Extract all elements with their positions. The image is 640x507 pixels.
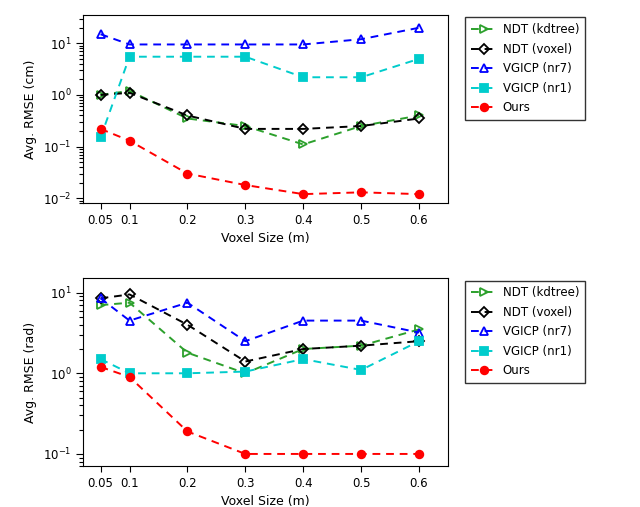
VGICP (nr7) bbox=[415, 25, 423, 31]
NDT (kdtree) bbox=[357, 343, 365, 349]
NDT (kdtree) bbox=[415, 327, 423, 333]
NDT (kdtree) bbox=[300, 346, 307, 352]
Ours bbox=[184, 428, 191, 434]
NDT (kdtree) bbox=[241, 123, 249, 129]
NDT (voxel) bbox=[241, 126, 249, 132]
NDT (voxel) bbox=[125, 292, 133, 298]
Ours bbox=[300, 451, 307, 457]
NDT (voxel) bbox=[415, 338, 423, 344]
NDT (voxel) bbox=[300, 126, 307, 132]
Legend: NDT (kdtree), NDT (voxel), VGICP (nr7), VGICP (nr1), Ours: NDT (kdtree), NDT (voxel), VGICP (nr7), … bbox=[465, 17, 585, 120]
VGICP (nr7) bbox=[97, 31, 104, 37]
VGICP (nr7) bbox=[241, 338, 249, 344]
Legend: NDT (kdtree), NDT (voxel), VGICP (nr7), VGICP (nr1), Ours: NDT (kdtree), NDT (voxel), VGICP (nr7), … bbox=[465, 280, 585, 383]
VGICP (nr1) bbox=[415, 338, 423, 344]
NDT (voxel) bbox=[97, 295, 104, 301]
Line: Ours: Ours bbox=[97, 125, 423, 198]
VGICP (nr7) bbox=[300, 42, 307, 48]
VGICP (nr7) bbox=[241, 42, 249, 48]
NDT (voxel) bbox=[300, 346, 307, 352]
NDT (kdtree) bbox=[97, 302, 104, 308]
VGICP (nr7) bbox=[184, 42, 191, 48]
NDT (kdtree) bbox=[415, 113, 423, 119]
VGICP (nr1) bbox=[184, 370, 191, 376]
VGICP (nr7) bbox=[184, 300, 191, 306]
VGICP (nr7) bbox=[300, 317, 307, 323]
NDT (voxel) bbox=[125, 90, 133, 96]
NDT (voxel) bbox=[184, 321, 191, 328]
Line: VGICP (nr1): VGICP (nr1) bbox=[97, 53, 423, 141]
NDT (voxel) bbox=[97, 92, 104, 98]
NDT (kdtree) bbox=[184, 350, 191, 356]
Line: NDT (kdtree): NDT (kdtree) bbox=[97, 87, 423, 148]
VGICP (nr7) bbox=[415, 330, 423, 336]
Ours bbox=[357, 451, 365, 457]
NDT (kdtree) bbox=[300, 141, 307, 148]
NDT (kdtree) bbox=[357, 123, 365, 129]
VGICP (nr1) bbox=[125, 54, 133, 60]
Ours bbox=[125, 138, 133, 144]
NDT (voxel) bbox=[357, 123, 365, 129]
Line: NDT (voxel): NDT (voxel) bbox=[97, 291, 423, 366]
NDT (kdtree) bbox=[184, 116, 191, 122]
NDT (voxel) bbox=[241, 358, 249, 365]
VGICP (nr1) bbox=[300, 356, 307, 362]
Ours bbox=[97, 364, 104, 370]
VGICP (nr1) bbox=[241, 369, 249, 375]
Ours bbox=[241, 451, 249, 457]
NDT (kdtree) bbox=[97, 92, 104, 98]
Y-axis label: Avg. RMSE (rad): Avg. RMSE (rad) bbox=[24, 322, 37, 423]
VGICP (nr7) bbox=[125, 42, 133, 48]
VGICP (nr1) bbox=[97, 356, 104, 362]
Ours bbox=[125, 374, 133, 380]
Ours bbox=[300, 191, 307, 197]
NDT (voxel) bbox=[357, 343, 365, 349]
NDT (kdtree) bbox=[125, 88, 133, 94]
VGICP (nr1) bbox=[357, 74, 365, 80]
X-axis label: Voxel Size (m): Voxel Size (m) bbox=[221, 495, 310, 507]
VGICP (nr7) bbox=[125, 317, 133, 323]
NDT (voxel) bbox=[415, 116, 423, 122]
VGICP (nr1) bbox=[357, 367, 365, 373]
Ours bbox=[415, 191, 423, 197]
Y-axis label: Avg. RMSE (cm): Avg. RMSE (cm) bbox=[24, 59, 37, 159]
VGICP (nr1) bbox=[300, 74, 307, 80]
VGICP (nr1) bbox=[415, 56, 423, 62]
Line: Ours: Ours bbox=[97, 363, 423, 458]
VGICP (nr1) bbox=[125, 370, 133, 376]
Ours bbox=[415, 451, 423, 457]
X-axis label: Voxel Size (m): Voxel Size (m) bbox=[221, 232, 310, 245]
Line: NDT (kdtree): NDT (kdtree) bbox=[97, 299, 423, 377]
VGICP (nr1) bbox=[97, 134, 104, 140]
NDT (kdtree) bbox=[241, 370, 249, 376]
NDT (kdtree) bbox=[125, 300, 133, 306]
Line: VGICP (nr7): VGICP (nr7) bbox=[97, 24, 423, 48]
VGICP (nr7) bbox=[357, 317, 365, 323]
Ours bbox=[97, 126, 104, 132]
Line: NDT (voxel): NDT (voxel) bbox=[97, 89, 423, 133]
VGICP (nr1) bbox=[241, 54, 249, 60]
Ours bbox=[241, 182, 249, 188]
Line: VGICP (nr1): VGICP (nr1) bbox=[97, 337, 423, 377]
Line: VGICP (nr7): VGICP (nr7) bbox=[97, 295, 423, 345]
VGICP (nr7) bbox=[97, 295, 104, 301]
Ours bbox=[184, 170, 191, 176]
Ours bbox=[357, 189, 365, 195]
VGICP (nr7) bbox=[357, 36, 365, 42]
NDT (voxel) bbox=[184, 113, 191, 119]
VGICP (nr1) bbox=[184, 54, 191, 60]
